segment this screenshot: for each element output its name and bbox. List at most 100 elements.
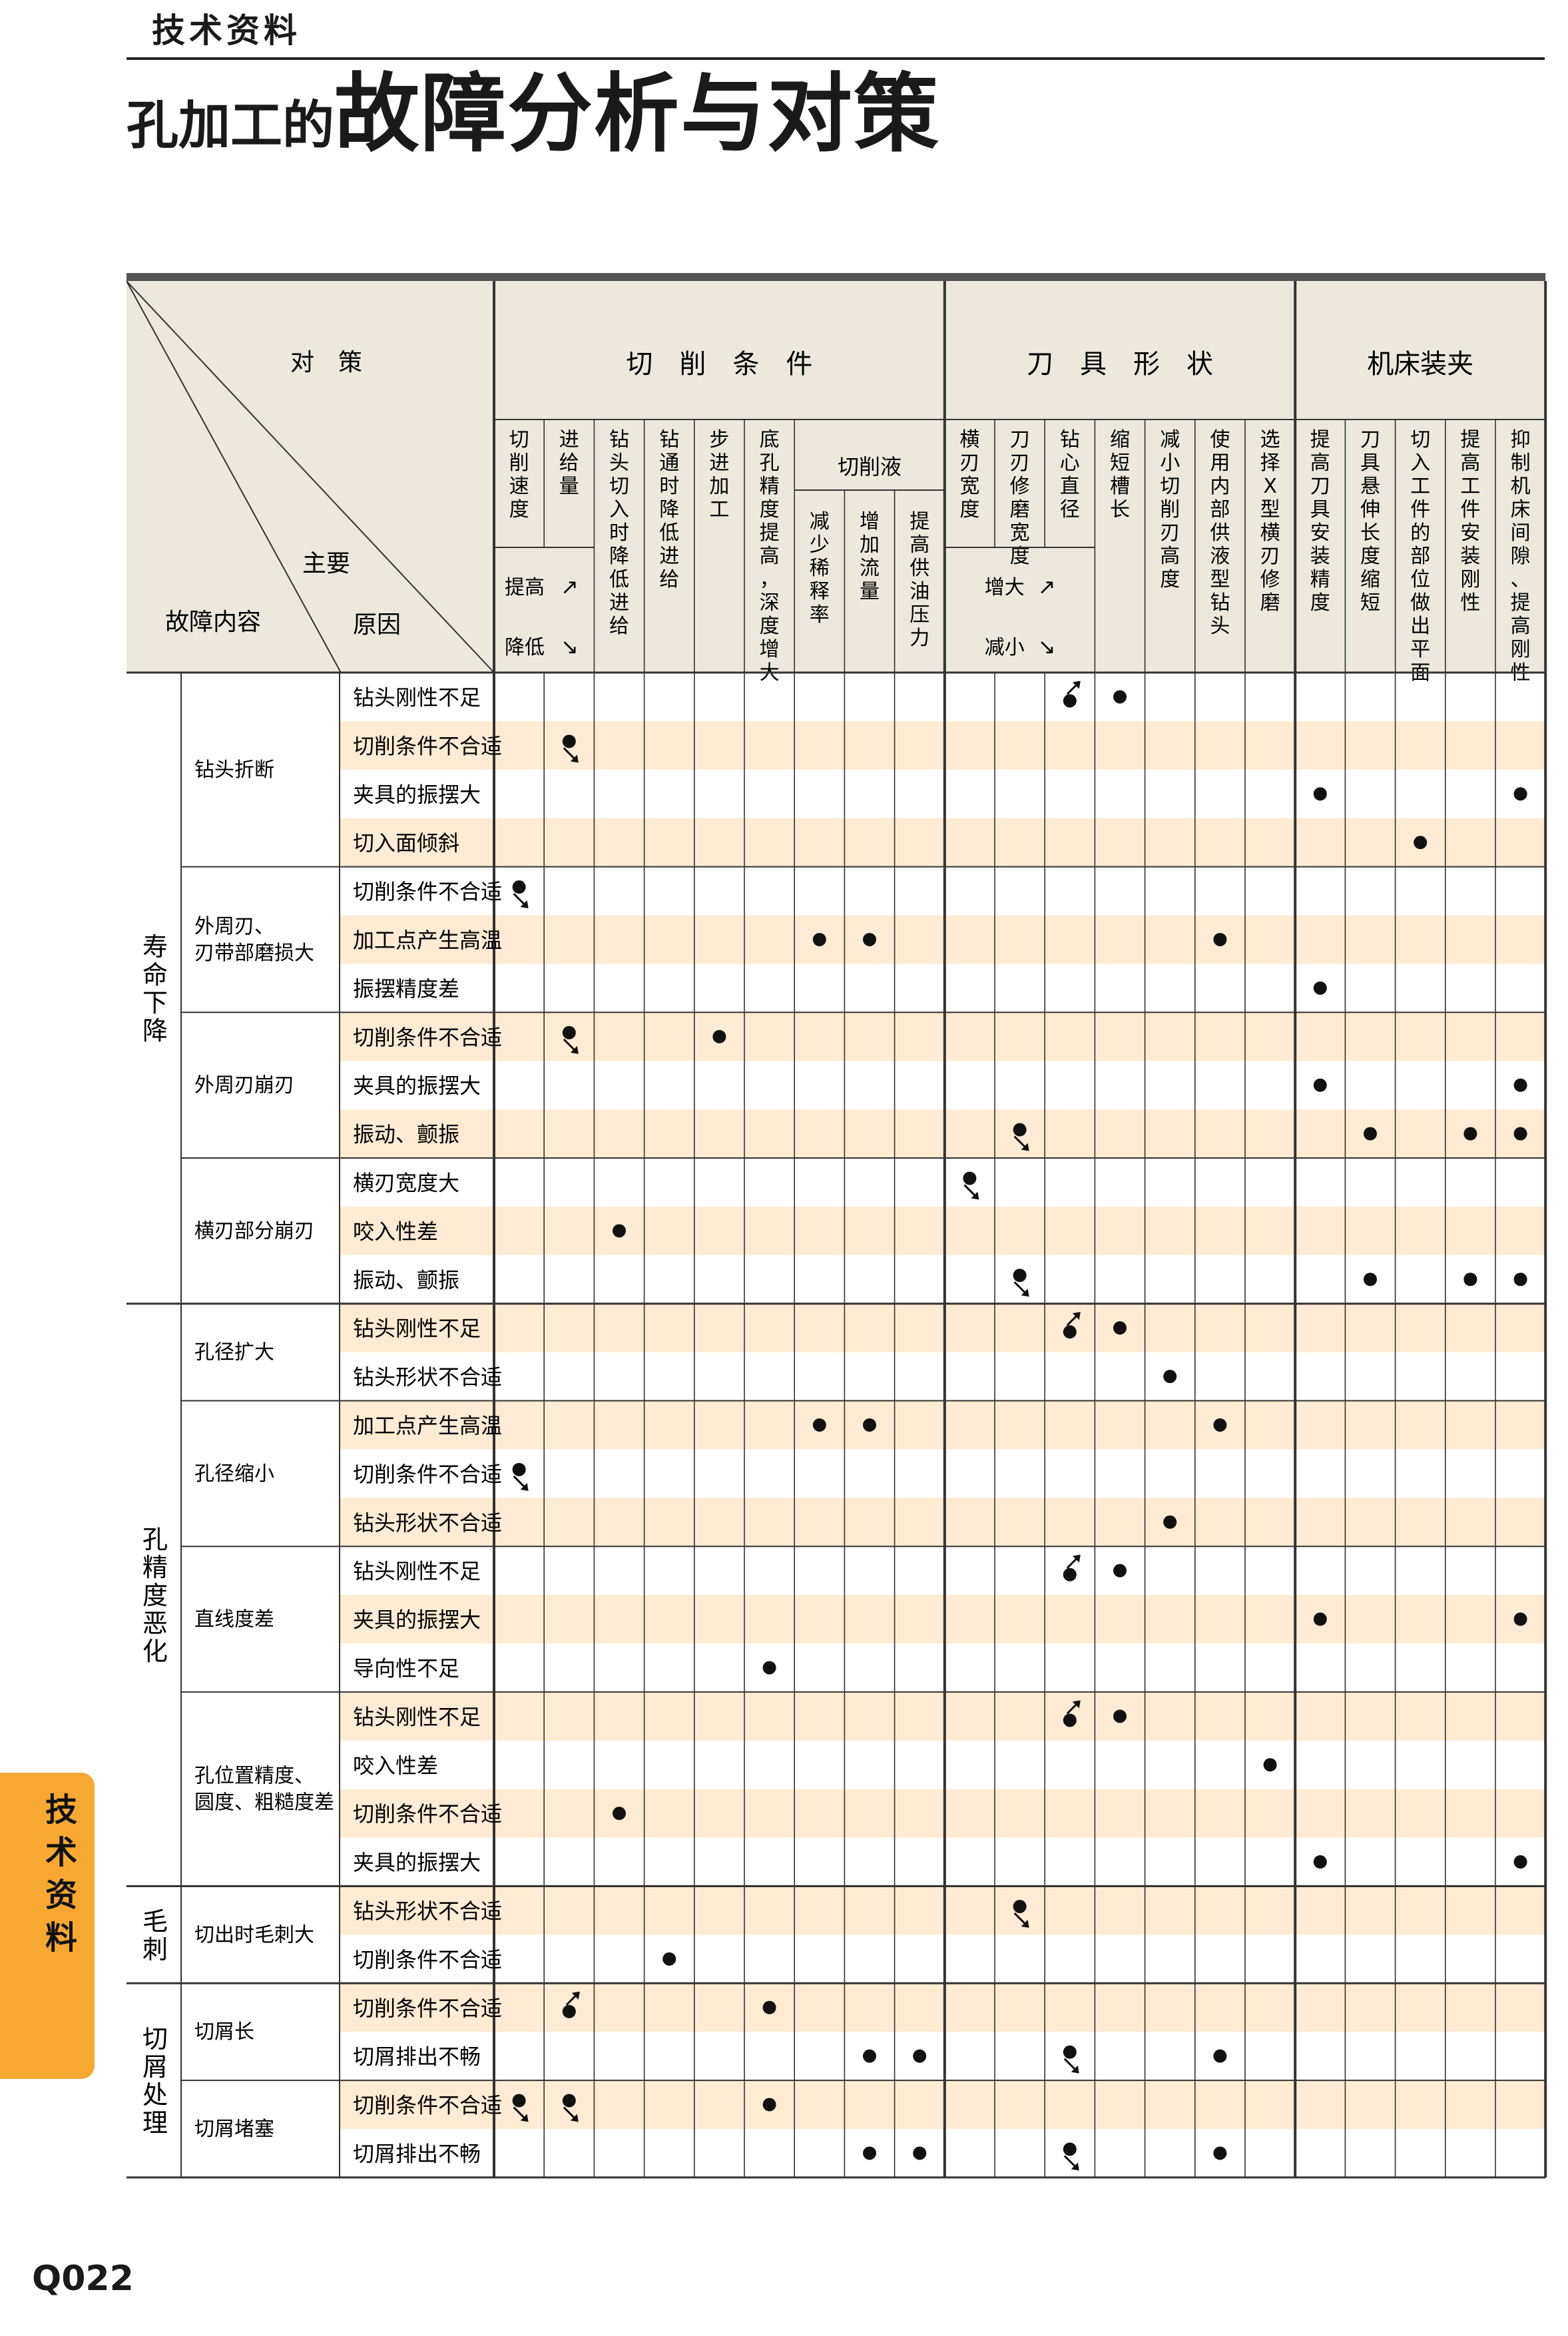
row-stripe <box>340 1303 1546 1352</box>
fault-label: 钻头折断 <box>194 758 274 782</box>
cause-label: 切削条件不合适 <box>353 1996 502 2021</box>
title-big: 故障分析与对策 <box>334 65 941 164</box>
legend-down-arrow: ↘ <box>561 634 579 659</box>
mark-dot-decrease <box>1063 2045 1077 2059</box>
mark-dot <box>1463 1127 1477 1141</box>
cause-label: 夹具的振摆大 <box>353 1073 481 1099</box>
cause-label: 切屑排出不畅 <box>353 2141 481 2166</box>
mark-dot <box>1213 2049 1227 2063</box>
cause-label: 咬入性差 <box>353 1753 438 1778</box>
mark-dot <box>1513 1855 1527 1869</box>
column-label-16: 提高刀具安装精度 <box>1310 428 1330 615</box>
section-label: 技术资料 <box>152 11 301 50</box>
row-stripe <box>340 1400 1546 1450</box>
row-stripe <box>340 2080 1546 2129</box>
mark-dot <box>1414 836 1428 850</box>
category-label: 切屑处理 <box>142 2024 168 2138</box>
mark-dot <box>762 2098 776 2112</box>
row-stripe <box>340 1691 1546 1741</box>
cause-label: 横刃宽度大 <box>353 1170 459 1195</box>
down-arrow-icon <box>570 754 579 763</box>
row-stripe <box>340 915 1546 964</box>
mark-dot <box>762 1661 776 1675</box>
legend-decrease: 减小 <box>985 636 1025 659</box>
fault-label: 切屑堵塞 <box>194 2118 274 2141</box>
coolant-header: 切削液 <box>838 454 902 479</box>
mark-dot <box>863 932 876 946</box>
corner-label-fault: 故障内容 <box>165 609 261 636</box>
fault-label: 切出时毛刺大 <box>194 1923 314 1946</box>
header-rule <box>127 57 1545 60</box>
down-arrow-icon <box>971 1191 979 1200</box>
corner-label-measures: 对 策 <box>290 349 362 376</box>
row-stripe <box>340 1109 1546 1158</box>
down-arrow-icon <box>1021 1143 1029 1151</box>
cause-label: 切入面倾斜 <box>353 830 459 856</box>
cause-label: 振摆精度差 <box>353 976 459 1002</box>
column-label-18: 切入工件的部位做出平面 <box>1410 428 1430 685</box>
fault-label: 横刃部分崩刃 <box>194 1219 314 1243</box>
down-arrow-icon <box>520 1482 529 1491</box>
mark-dot <box>1313 1078 1327 1092</box>
category-label: 孔精度恶化 <box>142 1525 168 1666</box>
column-label-7: 增加流量 <box>860 510 880 603</box>
mark-dot <box>662 1952 676 1966</box>
cause-label: 切削条件不合适 <box>353 2093 502 2118</box>
column-label-3: 钻通时降低进给 <box>659 428 679 591</box>
cause-label: 钻头刚性不足 <box>353 1559 481 1584</box>
legend-increase: 增大 <box>985 576 1025 599</box>
up-arrow-icon <box>1072 1700 1081 1709</box>
mark-dot <box>1513 787 1527 801</box>
mark-dot-decrease <box>512 880 526 894</box>
troubleshooting-matrix: 对 策主要原因故障内容切 削 条 件刀 具 形 状机床装夹切削液切削速度进给量钻… <box>127 273 1547 2179</box>
cause-label: 切削条件不合适 <box>353 733 502 758</box>
cause-label: 切屑排出不畅 <box>353 2044 481 2070</box>
cause-label: 振动、颤振 <box>353 1267 459 1293</box>
mark-dot <box>812 932 826 946</box>
mark-dot <box>1313 1612 1327 1626</box>
corner-label-main: 主要 <box>302 550 350 577</box>
column-label-14: 使用内部供液型钻头 <box>1210 428 1230 638</box>
fault-label: 孔位置精度、圆度、粗糙度差 <box>194 1765 334 1815</box>
mark-dot <box>1313 787 1327 801</box>
header-background <box>127 281 1546 673</box>
column-label-2: 钻头切入时降低进给 <box>609 428 629 638</box>
category-label: 寿命下降 <box>142 932 168 1045</box>
cause-label: 切削条件不合适 <box>353 1801 502 1827</box>
legend-lower: 降低 <box>505 636 545 659</box>
fault-label: 外周刃崩刃 <box>194 1074 294 1097</box>
cause-label: 切削条件不合适 <box>353 1947 502 1972</box>
cause-label: 咬入性差 <box>353 1219 438 1244</box>
mark-dot-decrease <box>512 1462 526 1476</box>
fault-label: 直线度差 <box>194 1608 274 1631</box>
top-bar <box>127 273 1546 281</box>
corner-diagonal <box>127 280 495 673</box>
mark-dot-decrease <box>963 1171 977 1185</box>
cause-label: 钻头形状不合适 <box>353 1364 502 1390</box>
mark-dot <box>1513 1127 1527 1141</box>
row-stripe <box>340 1012 1546 1061</box>
row-stripe <box>340 721 1546 770</box>
mark-dot-decrease <box>1013 1899 1027 1913</box>
mark-dot <box>613 1224 626 1238</box>
mark-dot <box>1513 1273 1527 1287</box>
down-arrow-icon <box>520 900 529 909</box>
mark-dot <box>1313 981 1327 995</box>
down-arrow-icon <box>1021 1289 1029 1297</box>
down-arrow-icon <box>1021 1919 1029 1928</box>
legend-up-arrow: ↗ <box>561 574 579 599</box>
mark-dot <box>1113 1321 1127 1335</box>
cause-label: 导向性不足 <box>353 1655 459 1681</box>
corner-label-cause: 原因 <box>353 611 401 639</box>
mark-dot <box>863 2049 876 2063</box>
cause-label: 夹具的振摆大 <box>353 782 481 807</box>
cause-label: 钻头形状不合适 <box>353 1898 502 1924</box>
mark-dot <box>913 2146 927 2160</box>
side-tab <box>0 1773 95 2079</box>
column-label-8: 提高供油压力 <box>910 510 929 650</box>
mark-dot <box>1113 1709 1127 1723</box>
title-small: 孔加工的 <box>127 96 335 156</box>
mark-dot <box>762 2000 776 2014</box>
cause-label: 切削条件不合适 <box>353 879 502 904</box>
cause-label: 振动、颤振 <box>353 1122 459 1147</box>
